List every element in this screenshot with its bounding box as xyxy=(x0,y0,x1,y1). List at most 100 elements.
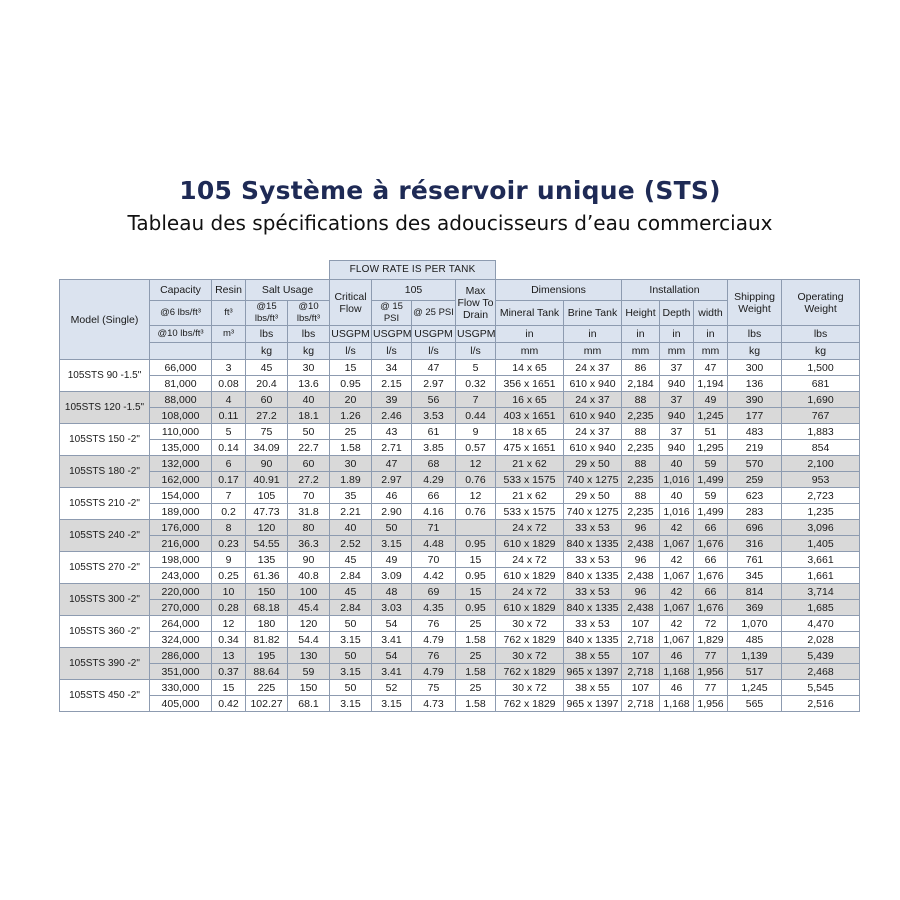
table-cell: 40 xyxy=(659,455,695,472)
table-cell: 46 xyxy=(371,487,412,504)
table-cell: 4.73 xyxy=(411,695,456,712)
model-cell: 105STS 90 -1.5" xyxy=(59,359,150,392)
table-cell: 48 xyxy=(371,583,412,600)
table-cell: 27.2 xyxy=(287,471,330,488)
table-cell: 20 xyxy=(329,391,372,408)
header-critical-flow: Critical Flow xyxy=(329,279,372,326)
table-row: 324,000 0.34 81.82 54.4 3.15 3.41 4.79 1.58 762 … xyxy=(60,631,861,648)
table-cell: 120 xyxy=(245,519,288,536)
table-cell: 965 x 1397 xyxy=(563,695,623,712)
table-cell: 533 x 1575 xyxy=(495,503,565,520)
header-resin-m3: m³ xyxy=(211,325,246,343)
table-cell: 33 x 53 xyxy=(563,519,623,536)
model-cell: 105STS 300 -2" xyxy=(59,583,150,616)
table-cell: 45 xyxy=(329,551,372,568)
specifications-table: FLOW RATE IS PER TANK Model (Single) Cap… xyxy=(59,260,861,712)
table-cell: 40.8 xyxy=(287,567,330,584)
table-cell: 0.08 xyxy=(211,375,246,392)
unit-lbs: lbs xyxy=(245,325,288,343)
table-cell: 14 x 65 xyxy=(495,359,565,376)
table-cell: 762 x 1829 xyxy=(495,631,565,648)
table-cell: 0.37 xyxy=(211,663,246,680)
table-cell: 50 xyxy=(287,423,330,440)
table-cell: 533 x 1575 xyxy=(495,471,565,488)
table-cell: 96 xyxy=(621,519,661,536)
table-cell: 570 xyxy=(727,455,783,472)
table-row: 135,000 0.14 34.09 22.7 1.58 2.71 3.85 0.57 475 … xyxy=(60,439,861,456)
header-25psi: @ 25 PSI xyxy=(411,300,456,326)
table-cell: 740 x 1275 xyxy=(563,471,623,488)
table-cell: 2.15 xyxy=(371,375,412,392)
header-capacity-10lbs: @10 lbs/ft³ xyxy=(149,325,212,343)
unit-usgpm: USGPM xyxy=(454,325,497,343)
table-cell: 3.15 xyxy=(371,695,412,712)
page-title: 105 Système à réservoir unique (STS) xyxy=(179,176,721,205)
table-cell: 762 x 1829 xyxy=(495,663,565,680)
table-cell: 68.18 xyxy=(245,599,288,616)
table-cell: 90 xyxy=(287,551,330,568)
table-cell: 216,000 xyxy=(149,535,212,552)
header-15psi: @ 15 PSI xyxy=(371,300,412,326)
table-cell: 3.03 xyxy=(371,599,412,616)
table-cell: 4,470 xyxy=(781,615,861,632)
table-cell: 4.79 xyxy=(411,631,456,648)
table-row: 105STS 150 -2" 110,000 5 75 50 25 43 61 9 18 x 65… xyxy=(59,423,861,456)
table-cell: 356 x 1651 xyxy=(495,375,565,392)
table-cell: 66 xyxy=(693,583,729,600)
model-cell: 105STS 450 -2" xyxy=(59,679,150,712)
unit-kg: kg xyxy=(727,342,783,360)
table-cell: 3,661 xyxy=(781,551,861,568)
table-cell: 1,956 xyxy=(693,695,729,712)
table-cell: 0.76 xyxy=(454,503,497,520)
table-cell: 1,829 xyxy=(693,631,729,648)
table-cell: 76 xyxy=(411,615,456,632)
table-cell: 24 x 37 xyxy=(563,359,623,376)
table-cell: 1.58 xyxy=(454,631,497,648)
unit-lbs: lbs xyxy=(287,325,330,343)
table-cell: 1,956 xyxy=(693,663,729,680)
table-cell: 31.8 xyxy=(287,503,330,520)
table-cell: 4.29 xyxy=(411,471,456,488)
header-operating-weight: Operating Weight xyxy=(781,279,861,326)
table-cell: 610 x 1829 xyxy=(495,599,565,616)
table-cell: 25 xyxy=(454,615,497,632)
table-cell: 162,000 xyxy=(149,471,212,488)
table-cell: 180 xyxy=(245,615,288,632)
table-cell: 1,194 xyxy=(693,375,729,392)
table-cell: 81,000 xyxy=(149,375,212,392)
table-cell: 1,661 xyxy=(781,567,861,584)
table-cell: 66 xyxy=(693,551,729,568)
table-cell: 54.55 xyxy=(245,535,288,552)
table-cell: 24 x 37 xyxy=(563,391,623,408)
table-cell xyxy=(454,519,497,536)
table-cell: 2,235 xyxy=(621,503,661,520)
table-cell: 1,676 xyxy=(693,599,729,616)
table-cell: 96 xyxy=(621,583,661,600)
table-cell: 50 xyxy=(329,615,372,632)
table-cell: 1.26 xyxy=(329,407,372,424)
table-cell: 1.58 xyxy=(454,695,497,712)
table-body: 105STS 90 -1.5" 66,000 3 45 30 15 34 47 5 14 x 65… xyxy=(59,359,861,712)
table-cell: 5,545 xyxy=(781,679,861,696)
table-cell: 70 xyxy=(287,487,330,504)
table-cell: 4.42 xyxy=(411,567,456,584)
table-cell: 1,676 xyxy=(693,535,729,552)
unit-mm: mm xyxy=(659,342,695,360)
table-row: 105STS 390 -2" 286,000 13 195 130 50 54 76 25 30 … xyxy=(59,647,861,680)
table-cell: 90 xyxy=(245,455,288,472)
table-cell: 110,000 xyxy=(149,423,212,440)
table-cell: 3.15 xyxy=(371,535,412,552)
model-cell: 105STS 120 -1.5" xyxy=(59,391,150,424)
unit-kg: kg xyxy=(245,342,288,360)
table-cell: 283 xyxy=(727,503,783,520)
table-cell: 30 x 72 xyxy=(495,647,565,664)
table-cell: 7 xyxy=(211,487,246,504)
table-cell: 47.73 xyxy=(245,503,288,520)
table-cell: 45.4 xyxy=(287,599,330,616)
table-cell: 59 xyxy=(693,487,729,504)
table-cell: 3,096 xyxy=(781,519,861,536)
unit-usgpm: USGPM xyxy=(411,325,456,343)
table-cell: 56 xyxy=(411,391,456,408)
table-cell: 3.15 xyxy=(329,631,372,648)
table-cell: 0.28 xyxy=(211,599,246,616)
